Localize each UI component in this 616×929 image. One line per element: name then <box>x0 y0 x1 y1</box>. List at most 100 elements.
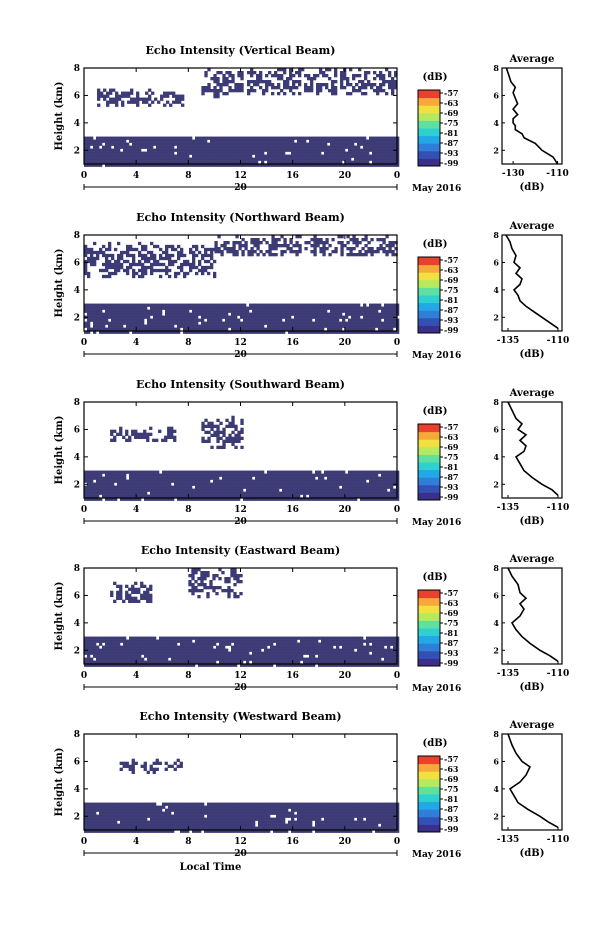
echo-cell <box>141 160 145 164</box>
echo-cell <box>210 424 214 429</box>
echo-cell <box>378 645 382 649</box>
echo-cell <box>393 157 397 161</box>
echo-cell <box>273 136 277 140</box>
echo-cell <box>279 479 283 483</box>
echo-cell <box>382 238 386 242</box>
panel-title: Echo Intensity (Southward Beam) <box>136 378 345 391</box>
echo-cell <box>108 473 112 477</box>
echo-cell <box>240 636 244 640</box>
echo-cell <box>114 312 118 316</box>
echo-cell <box>111 645 115 649</box>
echo-cell <box>336 473 340 477</box>
echo-cell <box>165 312 169 316</box>
echo-cell <box>318 303 322 307</box>
echo-cell <box>354 160 358 164</box>
echo-cell <box>204 479 208 483</box>
echo-cell <box>331 250 335 254</box>
colorbar-tick-label: -81 <box>444 128 458 138</box>
echo-cell <box>132 330 136 334</box>
echo-cell <box>129 642 133 646</box>
echo-cell <box>333 327 337 331</box>
echo-cell <box>298 74 302 78</box>
echo-cell <box>334 74 338 78</box>
echo-cell <box>372 139 376 143</box>
echo-cell <box>225 482 229 486</box>
echo-cell <box>156 470 160 474</box>
echo-cell <box>342 154 346 158</box>
echo-cell <box>355 74 359 78</box>
echo-cell <box>357 476 361 480</box>
echo-cell <box>168 306 172 310</box>
echo-cell <box>87 259 91 264</box>
echo-cell <box>135 315 139 319</box>
echo-cell <box>198 476 202 480</box>
echo-cell <box>111 309 115 313</box>
echo-cell <box>120 488 124 492</box>
echo-cell <box>351 491 355 495</box>
echo-cell <box>201 427 205 432</box>
echo-cell <box>207 645 211 649</box>
echo-cell <box>96 303 100 307</box>
echo-cell <box>114 142 118 146</box>
echo-cell <box>84 479 88 483</box>
echo-cell <box>165 315 169 319</box>
echo-cell <box>333 485 337 489</box>
colorbar-segment <box>418 97 440 106</box>
echo-cell <box>87 309 91 313</box>
echo-cell <box>222 497 226 501</box>
echo-cell <box>144 160 148 164</box>
echo-cell <box>363 303 367 307</box>
echo-cell <box>387 154 391 158</box>
echo-cell <box>97 88 101 92</box>
echo-cell <box>360 639 364 643</box>
echo-cell <box>345 485 349 489</box>
echo-cell <box>348 330 352 334</box>
echo-cell <box>279 648 283 652</box>
echo-cell <box>294 315 298 319</box>
echo-cell <box>174 470 178 474</box>
echo-cell <box>84 639 88 643</box>
echo-cell <box>216 654 220 658</box>
echo-cell <box>144 494 148 498</box>
echo-cell <box>171 139 175 143</box>
echo-cell <box>343 77 347 81</box>
echo-cell <box>165 136 169 140</box>
echo-cell <box>96 148 100 152</box>
echo-cell <box>222 77 226 81</box>
echo-cell <box>273 639 277 643</box>
echo-cell <box>249 485 253 489</box>
echo-cell <box>282 639 286 643</box>
echo-cell <box>165 476 169 480</box>
echo-cell <box>363 479 367 483</box>
echo-cell <box>204 151 208 155</box>
echo-cell <box>237 654 241 658</box>
echo-cell <box>109 100 113 104</box>
echo-cell <box>307 77 311 81</box>
echo-cell <box>333 494 337 498</box>
echo-cell <box>246 315 250 319</box>
echo-cell <box>363 497 367 501</box>
echo-cell <box>207 306 211 310</box>
echo-cell <box>117 321 121 325</box>
echo-cell <box>330 494 334 498</box>
echo-cell <box>219 148 223 152</box>
echo-cell <box>216 92 220 96</box>
echo-cell <box>174 645 178 649</box>
echo-cell <box>174 154 178 158</box>
echo-cell <box>90 479 94 483</box>
echo-cell <box>234 479 238 483</box>
echo-cell <box>123 321 127 325</box>
echo-cell <box>280 250 284 254</box>
echo-cell <box>136 91 140 95</box>
echo-cell <box>90 651 94 655</box>
colorbar-tick-label: -63 <box>444 432 459 442</box>
echo-cell <box>282 479 286 483</box>
echo-cell <box>129 473 133 477</box>
echo-cell <box>138 636 142 640</box>
echo-cell <box>198 142 202 146</box>
echo-cell <box>283 68 287 72</box>
echo-cell <box>276 318 280 322</box>
echo-cell <box>123 151 127 155</box>
echo-cell <box>282 157 286 161</box>
echo-cell <box>349 83 353 87</box>
